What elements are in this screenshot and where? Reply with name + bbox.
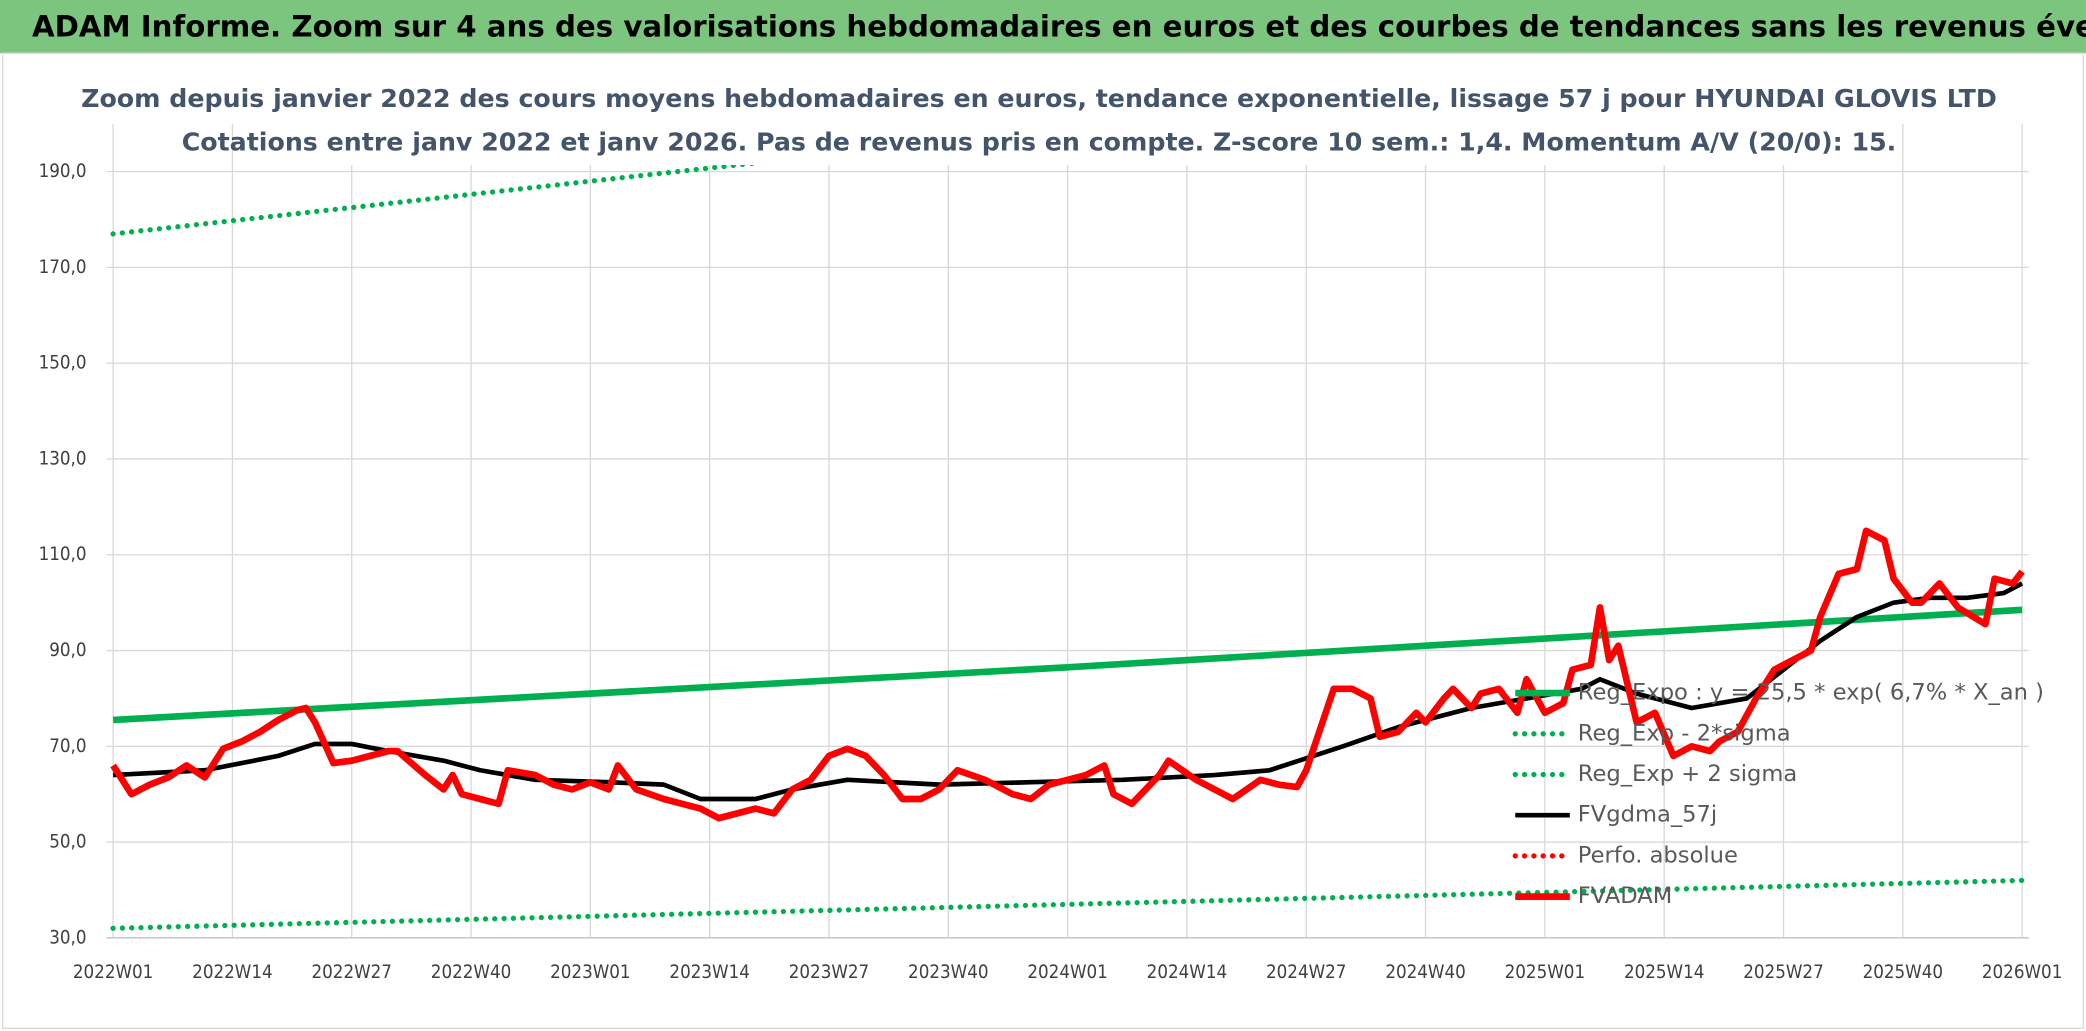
x-tick-label: 2025W01 xyxy=(1505,962,1585,983)
chart-border xyxy=(2,52,2084,1030)
grid xyxy=(106,123,2029,939)
x-tick-label: 2025W14 xyxy=(1624,962,1704,983)
legend-label: Reg_Expo : y = 25,5 * exp( 6,7% * X_an ) xyxy=(1578,680,2044,706)
x-tick-label: 2024W01 xyxy=(1027,962,1107,983)
x-tick-label: 2024W14 xyxy=(1147,962,1227,983)
y-tick-label: 30,0 xyxy=(49,927,86,948)
series-line xyxy=(110,877,2025,931)
x-tick-label: 2023W40 xyxy=(908,962,988,983)
legend-label: FVgdma_57j xyxy=(1578,802,1717,828)
legend: Reg_Expo : y = 25,5 * exp( 6,7% * X_an )… xyxy=(1512,680,2044,909)
series-line xyxy=(110,527,2025,822)
x-tick-label: 2022W40 xyxy=(431,962,511,983)
x-tick-label: 2023W27 xyxy=(789,962,869,983)
legend-label: Reg_Exp + 2 sigma xyxy=(1578,761,1797,787)
x-tick-label: 2025W40 xyxy=(1863,962,1943,983)
y-tick-label: 50,0 xyxy=(49,832,86,853)
x-tick-label: 2023W14 xyxy=(669,962,749,983)
y-tick-label: 130,0 xyxy=(39,448,87,469)
legend-label: Reg_Exp - 2*sigma xyxy=(1578,720,1791,746)
y-tick-label: 90,0 xyxy=(49,640,86,661)
series-line xyxy=(112,581,2024,802)
x-tick-label: 2022W01 xyxy=(73,962,153,983)
chart-subtitle: Cotations entre janv 2022 et janv 2026. … xyxy=(182,128,1897,157)
x-tick-label: 2025W27 xyxy=(1743,962,1823,983)
header-bar xyxy=(0,0,2086,54)
y-tick-label: 150,0 xyxy=(39,353,87,374)
series-line xyxy=(112,606,2023,724)
y-tick-label: 190,0 xyxy=(39,161,87,182)
legend-label: FVADAM xyxy=(1578,883,1672,909)
x-tick-label: 2023W01 xyxy=(550,962,630,983)
x-tick-label: 2024W27 xyxy=(1266,962,1346,983)
x-tick-label: 2022W27 xyxy=(312,962,392,983)
x-tick-label: 2022W14 xyxy=(192,962,272,983)
x-tick-label: 2026W01 xyxy=(1982,962,2062,983)
legend-label: Perfo. absolue xyxy=(1578,842,1738,868)
ticks: 30,0 50,0 70,0 90,0 110,0 130,0 150,0 170,0 190,… xyxy=(39,161,2063,983)
y-tick-label: 70,0 xyxy=(49,736,86,757)
x-tick-label: 2024W40 xyxy=(1385,962,1465,983)
y-tick-label: 110,0 xyxy=(39,544,87,565)
y-tick-label: 170,0 xyxy=(39,257,87,278)
title-box xyxy=(259,77,1796,165)
chart-title: Zoom depuis janvier 2022 des cours moyen… xyxy=(81,84,1997,113)
header-title: ADAM Informe. Zoom sur 4 ans des valoris… xyxy=(32,9,2086,43)
